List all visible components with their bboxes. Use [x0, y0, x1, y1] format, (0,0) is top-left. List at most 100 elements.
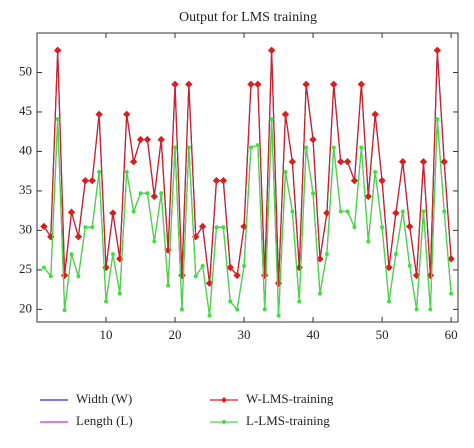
point — [97, 169, 102, 174]
point — [186, 145, 191, 150]
point — [40, 222, 48, 231]
point — [157, 135, 165, 144]
x-tick-label: 20 — [169, 327, 182, 342]
point — [421, 209, 426, 214]
point — [104, 299, 109, 304]
y-tick-label: 25 — [19, 261, 32, 276]
point — [117, 291, 122, 296]
x-tick-label: 10 — [100, 327, 113, 342]
point — [48, 274, 53, 279]
y-tick-label: 35 — [19, 182, 32, 197]
point — [90, 225, 95, 230]
point — [159, 191, 164, 196]
y-tick-label: 40 — [19, 142, 32, 157]
point — [364, 192, 372, 201]
point — [198, 222, 207, 231]
point — [219, 176, 228, 185]
series-line — [43, 119, 452, 316]
point — [171, 80, 179, 89]
point — [414, 307, 419, 312]
point — [373, 169, 378, 174]
point — [185, 80, 193, 89]
point — [95, 110, 103, 119]
point — [76, 274, 81, 279]
legend-label: Length (L) — [76, 413, 133, 428]
point — [283, 169, 288, 174]
point — [331, 145, 336, 150]
point — [110, 252, 115, 257]
legend-marker — [222, 420, 226, 424]
point — [366, 239, 371, 244]
point — [67, 208, 76, 216]
point — [269, 117, 274, 122]
point — [380, 225, 385, 230]
point — [399, 158, 407, 166]
point — [109, 209, 117, 217]
point — [55, 117, 60, 122]
x-tick-label: 50 — [376, 327, 389, 342]
point — [323, 209, 331, 217]
point — [435, 117, 440, 122]
point — [386, 299, 391, 304]
point — [288, 158, 297, 166]
point — [350, 176, 359, 185]
point — [226, 263, 234, 272]
x-tick-label: 40 — [307, 327, 320, 342]
point — [248, 145, 253, 150]
point — [343, 158, 352, 166]
point — [442, 209, 447, 214]
point — [214, 225, 219, 230]
point — [290, 209, 295, 214]
point — [393, 252, 398, 257]
point — [205, 279, 214, 288]
point — [123, 110, 131, 119]
point — [200, 263, 205, 268]
point — [324, 252, 329, 257]
point — [60, 271, 69, 280]
point — [330, 80, 338, 89]
point — [235, 307, 240, 312]
point — [53, 46, 62, 55]
point — [228, 299, 233, 304]
point — [255, 143, 260, 148]
point — [143, 135, 152, 144]
point — [405, 222, 414, 231]
point — [138, 191, 143, 196]
legend-marker — [221, 397, 227, 403]
point — [145, 191, 150, 196]
legend-label: L-LMS-training — [246, 413, 330, 428]
point — [371, 110, 379, 119]
point — [378, 176, 386, 185]
point — [136, 135, 145, 144]
point — [193, 274, 198, 279]
point — [302, 80, 310, 89]
point — [428, 307, 433, 312]
plot-area — [36, 32, 459, 323]
point — [88, 176, 96, 185]
chart-title: Output for LMS training — [179, 10, 317, 25]
y-tick-label: 45 — [19, 103, 32, 118]
point — [81, 176, 90, 185]
point — [449, 291, 454, 296]
point — [207, 313, 212, 318]
point — [41, 265, 46, 270]
point — [359, 145, 364, 150]
point — [152, 239, 157, 244]
point — [392, 209, 400, 217]
y-tick-label: 20 — [19, 300, 32, 315]
point — [352, 225, 357, 230]
point — [74, 233, 83, 241]
x-tick-label: 30 — [238, 327, 251, 342]
series-line — [43, 50, 452, 284]
point — [179, 307, 184, 312]
legend-label: Width (W) — [76, 391, 132, 406]
x-tick-label: 60 — [445, 327, 458, 342]
point — [124, 169, 129, 174]
point — [233, 271, 241, 280]
point — [247, 80, 255, 89]
point — [212, 176, 221, 185]
point — [131, 209, 136, 214]
point — [62, 308, 67, 313]
point — [311, 191, 316, 196]
